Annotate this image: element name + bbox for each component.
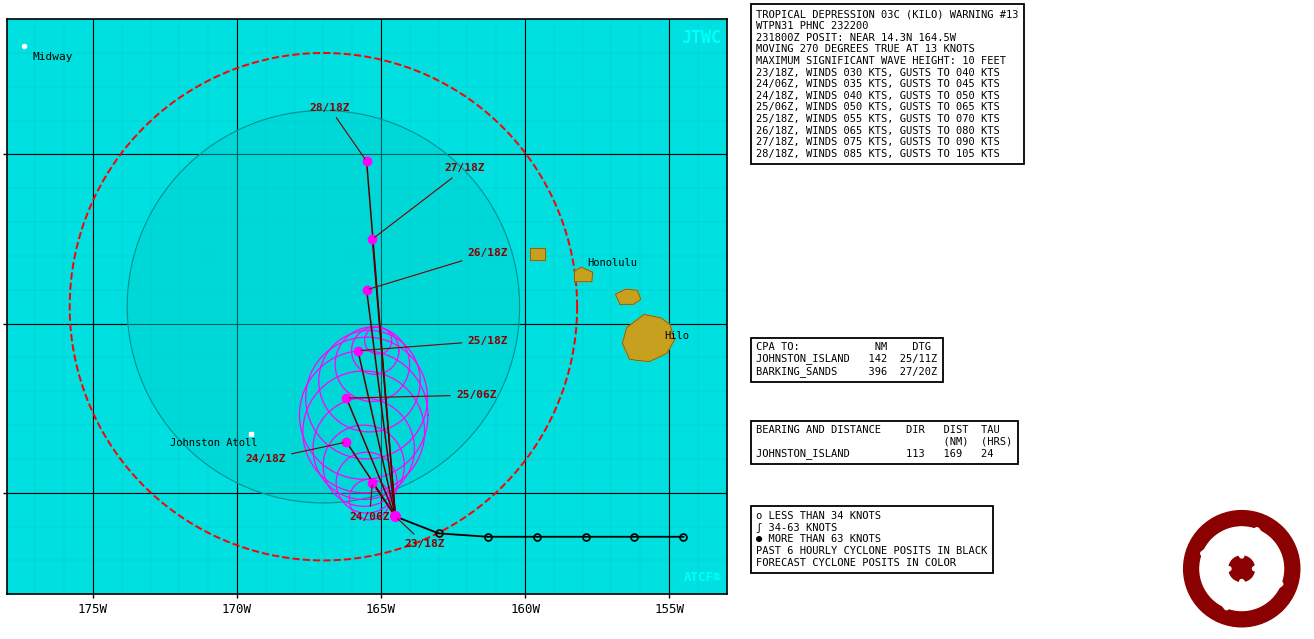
Circle shape [1200, 527, 1284, 610]
Text: Midway: Midway [33, 52, 74, 62]
Text: 27/18Z: 27/18Z [374, 164, 485, 237]
Polygon shape [615, 289, 641, 304]
Text: BEARING AND DISTANCE    DIR   DIST  TAU
                              (NM)  (HRS: BEARING AND DISTANCE DIR DIST TAU (NM) (… [757, 425, 1013, 459]
Text: JTWC: JTWC [681, 29, 721, 47]
Text: Hilo: Hilo [665, 331, 690, 341]
Text: 25/18Z: 25/18Z [361, 336, 509, 350]
Text: TROPICAL DEPRESSION 03C (KILO) WARNING #13
WTPN31 PHNC 232200
231800Z POSIT: NEA: TROPICAL DEPRESSION 03C (KILO) WARNING #… [757, 10, 1018, 158]
Circle shape [1184, 511, 1300, 627]
Polygon shape [623, 314, 674, 362]
Text: 25/06Z: 25/06Z [350, 390, 497, 400]
Text: Honolulu: Honolulu [587, 258, 637, 268]
Circle shape [1229, 556, 1255, 581]
Text: 23/18Z: 23/18Z [397, 518, 444, 549]
Text: 24/18Z: 24/18Z [246, 443, 344, 465]
Text: 26/18Z: 26/18Z [369, 248, 509, 289]
Polygon shape [127, 111, 519, 503]
Polygon shape [531, 248, 545, 260]
Text: 28/18Z: 28/18Z [309, 102, 365, 159]
Text: Johnston Atoll: Johnston Atoll [171, 438, 258, 448]
Polygon shape [574, 267, 593, 282]
Text: ATCF®: ATCF® [683, 571, 721, 584]
Text: CPA TO:            NM    DTG
JOHNSTON_ISLAND   142  25/11Z
BARKING_SANDS     396: CPA TO: NM DTG JOHNSTON_ISLAND 142 25/11… [757, 342, 938, 377]
Text: o LESS THAN 34 KNOTS
ʃ 34-63 KNOTS
● MORE THAN 63 KNOTS
PAST 6 HOURLY CYCLONE PO: o LESS THAN 34 KNOTS ʃ 34-63 KNOTS ● MOR… [757, 511, 988, 567]
Text: 24/06Z: 24/06Z [350, 486, 390, 522]
